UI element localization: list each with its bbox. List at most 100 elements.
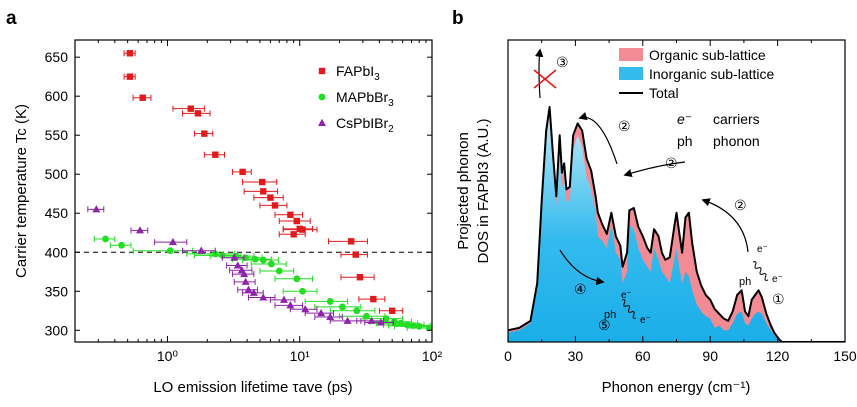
panel-b-marker-5: ⑤ bbox=[598, 317, 611, 333]
panel-a-series-2 bbox=[87, 205, 394, 326]
panel-b-blocked-cross bbox=[533, 69, 557, 89]
panel-b-x-tick-label: 30 bbox=[568, 348, 584, 364]
panel-b-arrow-4 bbox=[559, 249, 605, 286]
panel-a-y-tick-label: 550 bbox=[45, 127, 69, 143]
panel-a-data-point bbox=[92, 205, 101, 213]
panel-a-data-point bbox=[382, 315, 390, 322]
panel-a-data-point bbox=[230, 253, 239, 261]
panel-a-data-point bbox=[299, 226, 306, 233]
panel-b-x-tick-label: 150 bbox=[833, 348, 857, 364]
panel-a-series-1 bbox=[93, 235, 432, 332]
panel-a-legend-marker bbox=[318, 93, 326, 101]
panel-b-e-label-1: e⁻ bbox=[757, 244, 768, 255]
panel-a-y-tick-label: 300 bbox=[45, 322, 69, 338]
panel-a-y-tick-label: 600 bbox=[45, 88, 69, 104]
panel-a-data-point bbox=[139, 94, 146, 101]
panel-a-data-point bbox=[233, 261, 242, 269]
panel-a-data-point bbox=[388, 307, 396, 314]
panel-a-data-point bbox=[267, 194, 274, 201]
panel-b-arrow-3 bbox=[535, 48, 544, 99]
panel-a-series-0 bbox=[123, 50, 404, 314]
panel-a-data-point bbox=[352, 251, 359, 258]
panel-b-arrow-2-a bbox=[578, 112, 618, 165]
panel-a-data-point bbox=[286, 301, 295, 309]
panel-b-x-tick-label: 90 bbox=[702, 348, 718, 364]
panel-b-y-axis-label-line2: DOS in FAPbI3 (A.U.) bbox=[475, 118, 492, 263]
panel-b-e-label-1b: e⁻ bbox=[772, 274, 783, 285]
panel-a-data-point bbox=[343, 316, 352, 324]
panel-b-ph-symbol: ph bbox=[677, 133, 693, 149]
panel-a-x-tick-label: 10¹ bbox=[290, 348, 311, 364]
panel-b-x-tick-label: 120 bbox=[766, 348, 790, 364]
panel-a-data-point bbox=[241, 277, 250, 285]
panel-a-data-point bbox=[259, 256, 267, 264]
panel-b-phonon-text: phonon bbox=[713, 133, 760, 149]
panel-a-data-point bbox=[260, 188, 267, 195]
panel-a-chart: 300 350 400 450 500 550 600 650 10⁰ 10¹ 10² FAPbI3… bbox=[13, 39, 442, 396]
panel-a-data-point bbox=[275, 267, 283, 275]
panel-a-x-tick-label: 10⁰ bbox=[157, 348, 179, 364]
panel-a-data-point bbox=[376, 318, 385, 326]
panel-a-legend-marker bbox=[318, 118, 326, 126]
panel-a-data-point bbox=[244, 285, 253, 293]
panel-b-x-tick-label: 60 bbox=[635, 348, 651, 364]
panel-b-squiggle-1 bbox=[752, 261, 769, 281]
panel-a-data-point bbox=[102, 235, 109, 243]
panel-a-data-point bbox=[363, 312, 370, 320]
panel-a-data-point bbox=[197, 246, 206, 254]
panel-b-x-axis-label: Phonon energy (cm⁻¹) bbox=[602, 379, 751, 396]
panel-b-legend: Organic sub-lattice Inorganic sub-lattice… bbox=[619, 47, 775, 101]
panel-a-letter: a bbox=[6, 8, 17, 29]
panel-a-legend-marker bbox=[318, 67, 326, 75]
panel-b-letter: b bbox=[452, 8, 464, 29]
panel-a-data-point bbox=[240, 269, 249, 278]
panel-a-data-point bbox=[317, 308, 326, 317]
panel-a-y-tick-label: 450 bbox=[45, 205, 69, 221]
panel-b-marker-1: ① bbox=[772, 291, 785, 307]
panel-b-marker-2: ② bbox=[734, 197, 747, 213]
panel-b-legend-swatch-inorganic bbox=[619, 67, 643, 80]
panel-a-data-point bbox=[166, 247, 174, 255]
panel-a-data-point bbox=[251, 255, 259, 263]
panel-b-ph-label-2: ph bbox=[604, 309, 616, 321]
panel-b-arrow-2-b bbox=[623, 161, 686, 178]
panel-a-legend-label: CsPbIBr2 bbox=[336, 115, 394, 135]
panel-b-marker-2: ② bbox=[618, 118, 631, 134]
panel-b-legend-label: Organic sub-lattice bbox=[649, 47, 766, 63]
panel-a-data-point bbox=[301, 305, 310, 313]
panel-a-legend-label: MAPbBr3 bbox=[336, 89, 394, 109]
panel-a-y-tick-label: 500 bbox=[45, 166, 69, 182]
panel-b-annotations: e⁻ carriers ph phonon ① ② ② ② ③ ④ ⑤ e⁻ e⁻ ph e⁻ e⁻ ph bbox=[533, 48, 785, 333]
panel-a-data-point bbox=[425, 324, 432, 332]
panel-a-data-point bbox=[409, 322, 417, 330]
panel-b-e-label-2b: e⁻ bbox=[640, 315, 651, 326]
panel-a-data-point bbox=[370, 295, 377, 303]
panel-b-e-label-2: e⁻ bbox=[621, 290, 632, 301]
panel-a-data-point bbox=[239, 168, 246, 176]
panel-a-data-point bbox=[118, 241, 125, 249]
panel-a-data-point bbox=[126, 50, 134, 57]
panel-a-data-point bbox=[326, 312, 335, 321]
panel-b-carriers-text: carriers bbox=[713, 111, 760, 127]
panel-a-data-point bbox=[356, 274, 364, 281]
panel-a-data-point bbox=[293, 275, 301, 283]
panel-b-x-tick-label: 0 bbox=[504, 348, 512, 364]
panel-a-data-point bbox=[259, 293, 268, 301]
panel-a-legend-label: FAPbI3 bbox=[336, 63, 380, 83]
panel-a-y-axis-label: Carrier temperature Tc (K) bbox=[13, 104, 30, 278]
panel-b-marker-4: ④ bbox=[574, 281, 587, 297]
panel-a-data-point bbox=[353, 307, 361, 315]
panel-a-data-point bbox=[194, 110, 202, 117]
panel-b-total-line bbox=[508, 106, 845, 342]
panel-a-data-point bbox=[287, 211, 294, 219]
panel-a-y-tick-label: 400 bbox=[45, 244, 69, 260]
panel-a-data-point bbox=[212, 151, 219, 158]
panel-a-data-point bbox=[299, 287, 306, 295]
panel-a-data-point bbox=[279, 295, 288, 303]
panel-a-x-axis-label: LO emission lifetime τave (ps) bbox=[153, 379, 352, 396]
panel-a-data-point bbox=[168, 237, 177, 246]
panel-a-legend: FAPbI3 MAPbBr3 CsPbIBr2 bbox=[318, 63, 394, 135]
panel-b-e-symbol: e⁻ bbox=[677, 111, 692, 127]
panel-a-y-tick-label: 650 bbox=[45, 49, 69, 65]
panel-a-data-point bbox=[290, 231, 297, 238]
